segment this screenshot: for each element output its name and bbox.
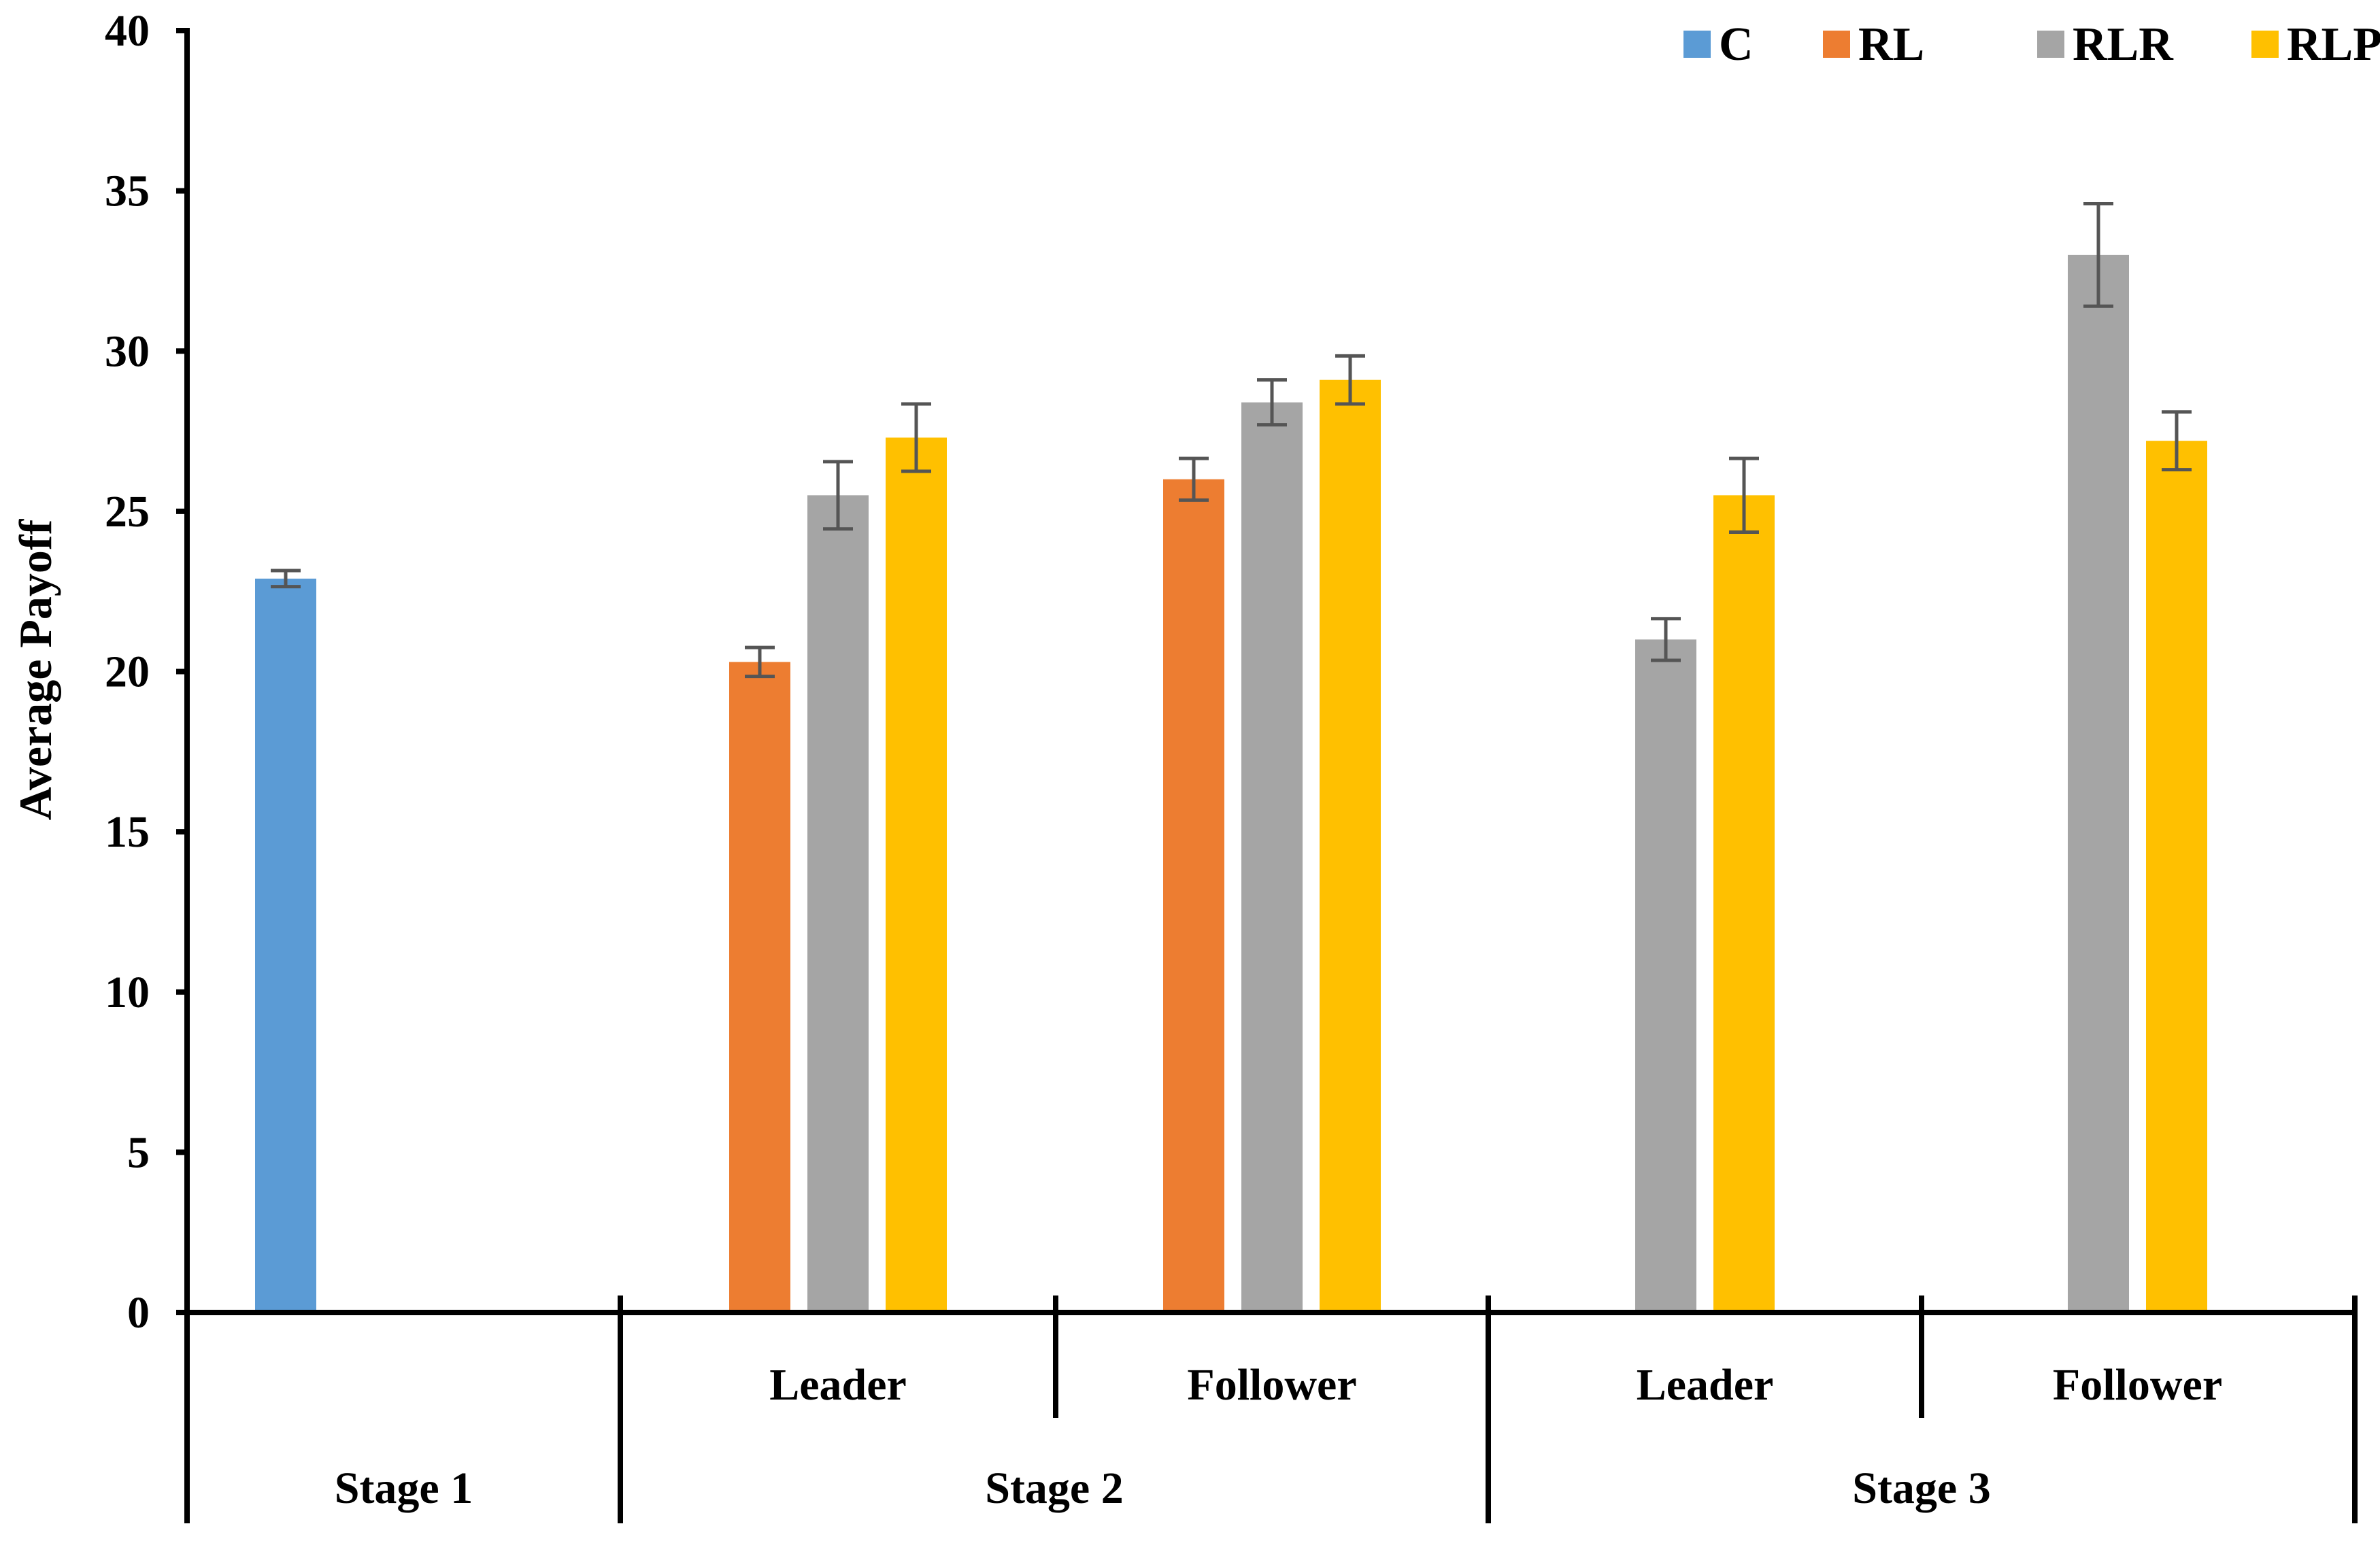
legend-swatch-c — [1683, 31, 1711, 58]
bars-layer — [255, 254, 2207, 1313]
bar-rlr — [807, 495, 869, 1313]
stage-label: Stage 3 — [1852, 1463, 1990, 1513]
y-tick-label: 30 — [105, 326, 150, 376]
axes-layer — [176, 28, 2358, 1523]
bar-rlp — [1713, 495, 1775, 1313]
legend-swatch-rlp — [2251, 31, 2279, 58]
stage-label: Stage 2 — [985, 1463, 1123, 1513]
bar-rl — [1163, 479, 1224, 1313]
y-tick-label: 5 — [127, 1128, 150, 1177]
legend-label-rlr: RLR — [2073, 18, 2174, 71]
y-tick-label: 25 — [105, 487, 150, 537]
bar-rlp — [1320, 379, 1381, 1313]
bar-c — [255, 578, 316, 1313]
legend: C RL RLR RLP — [1683, 18, 2380, 71]
y-tick-label: 35 — [105, 167, 150, 216]
stage-label: Stage 1 — [335, 1463, 473, 1513]
legend-label-rlp: RLP — [2287, 18, 2380, 71]
y-tick-label: 40 — [105, 6, 150, 56]
category-labels: Leader Follower Leader Follower Stage 1 Stage… — [335, 1360, 2222, 1513]
bar-rlr — [1635, 639, 1696, 1313]
y-axis-ticks: 0 5 10 15 20 25 30 35 40 — [105, 6, 187, 1338]
legend-swatch-rlr — [2037, 31, 2064, 58]
group-label: Follower — [2053, 1360, 2222, 1410]
y-tick-label: 10 — [105, 968, 150, 1017]
y-tick-label: 15 — [105, 807, 150, 857]
legend-label-rl: RL — [1858, 18, 1924, 71]
error-bars-layer — [271, 201, 2192, 679]
bar-rlr — [2068, 254, 2129, 1313]
bar-rlr — [1241, 402, 1303, 1313]
group-label: Leader — [769, 1360, 907, 1410]
legend-label-c: C — [1719, 18, 1754, 71]
y-axis-title: Average Payoff — [10, 518, 61, 820]
y-tick-label: 0 — [127, 1288, 150, 1338]
bar-rlp — [886, 437, 947, 1313]
bar-rl — [729, 662, 790, 1313]
legend-swatch-rl — [1823, 31, 1850, 58]
group-label: Leader — [1637, 1360, 1774, 1410]
bar-rlp — [2146, 441, 2207, 1313]
group-label: Follower — [1187, 1360, 1356, 1410]
y-tick-label: 20 — [105, 647, 150, 697]
